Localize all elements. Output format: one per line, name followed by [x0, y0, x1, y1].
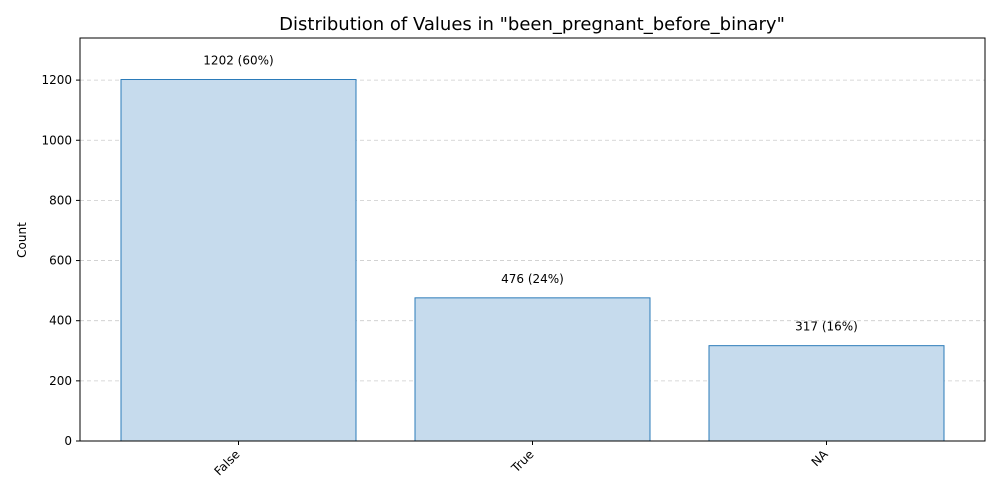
data-label-na: 317 (16%) [795, 320, 858, 334]
bar-na [708, 345, 945, 442]
bars [120, 79, 945, 442]
bar-true [414, 297, 651, 442]
y-tick-label-0: 0 [64, 434, 72, 448]
y-tick-label-1200: 1200 [41, 73, 72, 87]
y-tick-label-200: 200 [49, 374, 72, 388]
data-label-true: 476 (24%) [501, 272, 564, 286]
data-label-false: 1202 (60%) [203, 54, 273, 68]
x-tick-label-true: True [508, 447, 537, 476]
y-tick-label-400: 400 [49, 314, 72, 328]
data-labels: 1202 (60%) 476 (24%) 317 (16%) [203, 54, 858, 334]
chart-title: Distribution of Values in "been_pregnant… [279, 14, 785, 35]
y-tick-label-1000: 1000 [41, 133, 72, 147]
y-axis-label: Count [15, 222, 29, 258]
y-tick-label-600: 600 [49, 254, 72, 268]
bar-false [120, 79, 357, 442]
x-tick-label-false: False [211, 447, 242, 478]
x-tick-label-na: NA [809, 447, 832, 470]
y-tick-label-800: 800 [49, 193, 72, 207]
